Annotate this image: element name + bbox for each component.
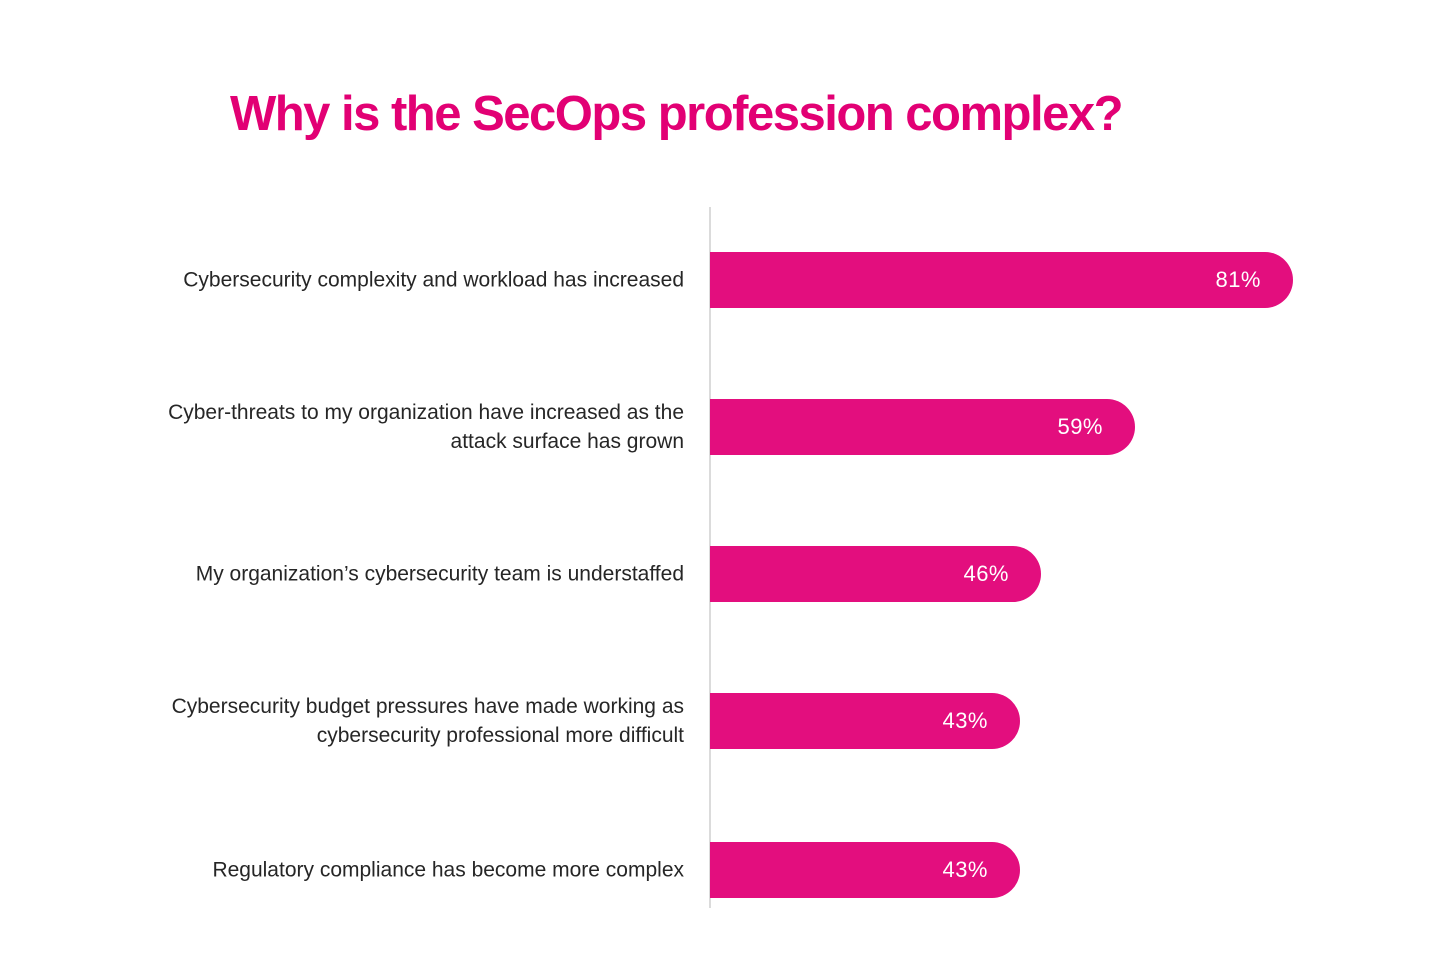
bar: 43%: [710, 842, 1020, 898]
category-label: Cybersecurity complexity and workload ha…: [183, 268, 684, 292]
bar-row: Cybersecurity complexity and workload ha…: [0, 252, 1440, 308]
bar-row: Cybersecurity budget pressures have made…: [0, 693, 1440, 749]
category-label: Regulatory compliance has become more co…: [212, 858, 684, 882]
category-label: Cybersecurity budget pressures have made…: [171, 695, 684, 747]
chart-title: Why is the SecOps profession complex?: [229, 87, 1124, 141]
bar-row: My organization’s cybersecurity team is …: [0, 546, 1440, 602]
category-label: My organization’s cybersecurity team is …: [195, 562, 684, 586]
bar: 43%: [710, 693, 1020, 749]
bar-row: Cyber-threats to my organization have in…: [0, 399, 1440, 455]
category-label: Cyber-threats to my organization have in…: [168, 401, 684, 453]
bar-value-label: 59%: [1057, 414, 1103, 439]
bar-value-label: 43%: [942, 857, 988, 882]
bar: 46%: [710, 546, 1041, 602]
bar-value-label: 81%: [1215, 267, 1261, 292]
bar: 59%: [710, 399, 1135, 455]
bar-row: Regulatory compliance has become more co…: [0, 842, 1440, 898]
bar-value-label: 46%: [963, 561, 1009, 586]
bar: 81%: [710, 252, 1293, 308]
bar-value-label: 43%: [942, 708, 988, 733]
